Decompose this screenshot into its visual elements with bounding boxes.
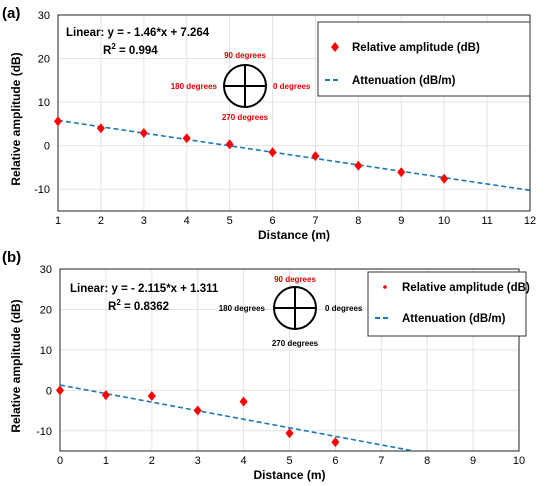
y-tick-label: 20 [40,304,52,316]
attenuation-line [57,119,531,192]
x-axis-label: Distance (m) [258,228,330,242]
legend-label-amplitude: Relative amplitude (dB) [352,42,480,54]
fit-equation: Linear: y = - 2.115*x + 1.311 [70,283,219,295]
x-tick-label: 0 [57,455,63,467]
legend: Relative amplitude (dB) Attenuation (dB/m… [317,21,531,97]
legend-label-attenuation: Attenuation (dB/m) [402,313,506,325]
fit-equation: Linear: y = - 1.46*x + 7.264 [66,27,210,39]
y-axis-label: Relative amplitude (dB) [9,52,23,185]
x-tick-label: 12 [524,215,536,227]
data-point [331,437,340,448]
compass-label-0: 0 degrees [273,82,311,91]
y-tick-label: 0 [44,141,50,153]
x-tick-label: 10 [438,215,450,227]
r-squared: R2 = 0.994 [103,42,158,57]
data-point [139,128,148,139]
x-tick-label: 7 [312,215,318,227]
data-point [54,116,62,127]
chart-panel-2: (b) 0 1 2 3 4 5 6 7 8 9 10 -10 0 10 20 30 Distance (m) Rel… [2,249,530,482]
data-point [440,173,449,184]
y-tick-label: 20 [38,54,50,66]
plot-area [59,268,520,452]
panel-label: (a) [2,5,20,22]
x-tick-label: 9 [398,215,404,227]
compass-icon [223,64,267,108]
x-tick-label: 11 [481,215,492,227]
data-point [96,123,105,134]
x-tick-label: 4 [184,215,190,227]
x-tick-label: 2 [98,215,104,227]
legend-label-attenuation: Attenuation (dB/m) [352,75,456,87]
compass-icon [273,286,317,330]
x-tick-label: 4 [241,455,247,467]
data-point [101,390,110,401]
legend-marker-dot [383,285,387,289]
x-tick-label: 3 [141,215,147,227]
y-tick-label: 30 [40,264,52,276]
x-tick-label: 1 [55,215,61,227]
data-point [147,390,156,401]
y-tick-label: 10 [38,97,50,109]
y-axis-label: Relative amplitude (dB) [9,299,23,432]
panel-label: (b) [2,249,21,266]
x-tick-label: 8 [355,215,361,227]
plot-area [57,14,531,212]
x-axis-label: Distance (m) [253,468,325,482]
x-tick-label: 5 [227,215,233,227]
y-tick-label: 10 [40,345,52,357]
data-point [354,160,363,171]
compass-label-180: 180 degrees [171,82,218,91]
x-tick-label: 8 [424,455,430,467]
y-tick-label: 30 [38,10,50,22]
x-tick-label: 5 [286,455,292,467]
x-tick-label: 6 [269,215,275,227]
compass-label-180: 180 degrees [219,304,266,313]
compass-label-270: 270 degrees [272,339,319,348]
legend: Relative amplitude (dB) Attenuation (dB/m… [367,271,530,337]
y-tick-label: 0 [46,385,52,397]
legend-marker-diamond [331,42,339,52]
x-tick-label: 1 [103,455,109,467]
x-tick-label: 3 [195,455,201,467]
r-squared: R2 = 0.8362 [108,298,169,313]
data-point [397,167,406,178]
y-tick-label: -10 [36,426,52,438]
x-tick-label: 9 [470,455,476,467]
legend-label-amplitude: Relative amplitude (dB) [402,282,530,294]
compass-label-0: 0 degrees [325,304,363,313]
compass-label-270: 270 degrees [222,113,269,122]
y-tick-label: -10 [34,184,50,196]
x-tick-label: 10 [513,455,525,467]
data-point [268,147,277,158]
data-point [239,396,248,407]
data-point [311,151,320,162]
compass-label-90: 90 degrees [274,275,316,284]
data-point [182,133,191,144]
data-point [193,405,202,416]
x-tick-label: 7 [378,455,384,467]
attenuation-line [59,384,414,452]
x-tick-label: 6 [332,455,338,467]
data-point [56,385,64,396]
data-point [285,428,294,439]
data-point [225,139,234,150]
x-tick-label: 2 [149,455,155,467]
compass-label-90: 90 degrees [224,51,266,60]
